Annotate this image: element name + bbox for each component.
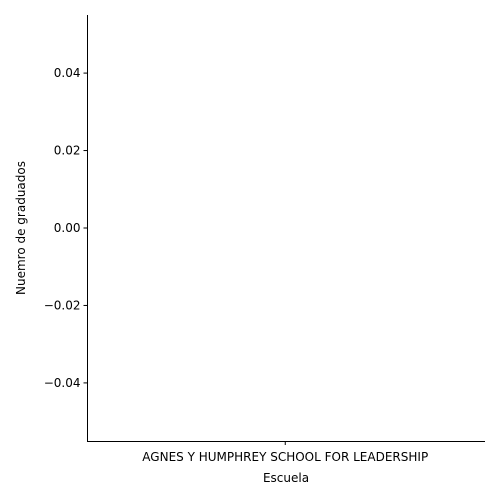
y-axis-ticks: −0.04 −0.02 0.00 0.02 0.04 (44, 66, 88, 390)
x-axis-ticks: AGNES Y HUMPHREY SCHOOL FOR LEADERSHIP (142, 441, 428, 464)
y-axis-label: Nuemro de graduados (14, 161, 28, 295)
y-tick-label: 0.00 (54, 221, 81, 235)
x-tick-label: AGNES Y HUMPHREY SCHOOL FOR LEADERSHIP (142, 450, 428, 464)
y-tick-label: 0.04 (54, 66, 81, 80)
x-axis-label: Escuela (263, 471, 309, 485)
y-tick-label: −0.02 (44, 298, 81, 312)
y-tick-label: 0.02 (54, 144, 81, 158)
y-tick-label: −0.04 (44, 376, 81, 390)
plot-area: −0.04 −0.02 0.00 0.02 0.04 AGNES Y HUMPHREY … (44, 15, 485, 464)
